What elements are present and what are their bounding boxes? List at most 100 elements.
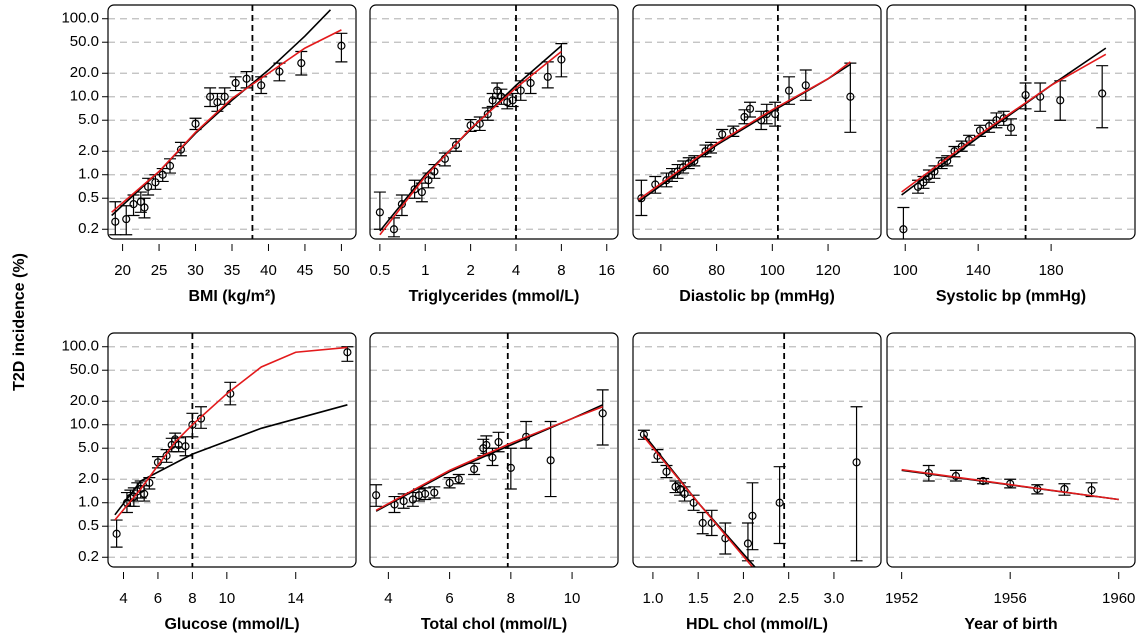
- error-bar: [705, 509, 718, 537]
- fit-line: [111, 29, 342, 213]
- y-axis-title: T2D incidence (%): [11, 253, 28, 391]
- x-tick-label: 2.0: [733, 590, 754, 607]
- x-tick-label: 1952: [885, 590, 918, 607]
- point: [543, 72, 552, 81]
- panel-frame: [632, 4, 882, 240]
- error-bar: [110, 519, 123, 548]
- panel: 1.0 1.5 2.0 2.5 3.0 HDL chol (mmol/L): [632, 332, 882, 633]
- x-axis-title: Diastolic bp (mmHg): [679, 288, 835, 305]
- point: [784, 86, 794, 95]
- error-bar: [229, 76, 242, 92]
- x-tick-label: 6: [154, 590, 162, 607]
- point: [546, 456, 555, 465]
- x-tick-label: 4: [119, 590, 127, 607]
- error-bar: [504, 447, 517, 490]
- point: [698, 518, 707, 528]
- x-tick-label: 0.5: [369, 262, 390, 279]
- x-tick-label: 30: [187, 262, 204, 279]
- point: [675, 484, 685, 494]
- point: [165, 161, 175, 170]
- fit-line: [643, 433, 757, 567]
- plot-area: [110, 333, 354, 567]
- y-tick-label: 100.0: [61, 338, 99, 355]
- error-bar: [120, 205, 133, 236]
- fit-line: [901, 468, 1119, 501]
- point: [503, 98, 512, 107]
- x-tick-label: 1956: [993, 590, 1026, 607]
- y-tick-label: 1.0: [78, 166, 99, 183]
- point: [410, 185, 419, 194]
- x-axis-title: Systolic bp (mmHg): [936, 288, 1086, 305]
- point: [151, 178, 160, 187]
- error-bar: [746, 482, 759, 551]
- point: [801, 81, 810, 90]
- y-tick-label: 0.2: [78, 548, 99, 565]
- x-tick-label: 8: [557, 262, 565, 279]
- fit-line: [901, 47, 1107, 196]
- x-tick-label: 10: [564, 590, 581, 607]
- y-tick-label: 10.0: [70, 416, 99, 433]
- fit-line: [643, 436, 754, 567]
- error-bar: [295, 50, 308, 76]
- point: [1021, 90, 1030, 100]
- point: [488, 96, 497, 105]
- point: [469, 464, 479, 474]
- error-bar: [719, 522, 732, 555]
- point: [690, 156, 699, 166]
- point: [483, 109, 492, 119]
- error-bar: [799, 69, 812, 101]
- point: [493, 86, 502, 95]
- plot-area: [637, 333, 863, 567]
- point: [372, 491, 381, 500]
- point: [181, 442, 190, 451]
- point: [557, 55, 566, 64]
- x-tick-label: 2: [466, 262, 474, 279]
- point: [680, 489, 689, 498]
- point: [414, 491, 424, 500]
- point: [399, 496, 408, 506]
- error-bar: [520, 420, 533, 449]
- point: [762, 109, 771, 119]
- point: [297, 58, 306, 68]
- x-tick-label: 1.0: [642, 590, 663, 607]
- y-tick-label: 50.0: [70, 361, 99, 378]
- point: [718, 130, 727, 139]
- point: [231, 78, 240, 88]
- x-tick-label: 100: [893, 262, 918, 279]
- point: [191, 119, 200, 128]
- point: [454, 475, 463, 484]
- panel: 1952 1956 1960 Year of birth: [885, 332, 1136, 633]
- error-bar: [544, 420, 557, 498]
- y-tick-label: 1.0: [78, 494, 99, 511]
- error-bar: [1034, 82, 1047, 112]
- point: [1006, 123, 1016, 132]
- point: [129, 200, 138, 209]
- plot-area: [370, 333, 609, 567]
- point: [506, 463, 515, 472]
- panel-frame: [107, 332, 357, 568]
- panel: 60 80 100 120 Diastolic bp (mmHg): [632, 4, 882, 305]
- point: [188, 420, 197, 429]
- error-bar: [773, 466, 786, 545]
- y-tick-label: 2.0: [78, 470, 99, 487]
- x-axis-title: Glucose (mmol/L): [164, 616, 299, 633]
- point: [196, 414, 206, 423]
- point: [140, 203, 149, 212]
- point: [408, 495, 417, 504]
- y-tick-label: 0.5: [78, 189, 99, 206]
- error-bar: [370, 484, 383, 507]
- point: [445, 478, 454, 487]
- fit-line: [901, 53, 1107, 193]
- point: [748, 511, 757, 520]
- x-tick-label: 16: [598, 262, 615, 279]
- x-tick-label: 60: [653, 262, 670, 279]
- error-bar: [224, 381, 237, 406]
- point: [421, 489, 430, 498]
- error-bar: [1005, 118, 1017, 136]
- error-bar: [1054, 80, 1067, 121]
- panel: 0.5 1 2 4 8 16 Triglycerides (mmol/L): [369, 4, 619, 305]
- point: [1098, 89, 1107, 98]
- panel-frame: [632, 332, 882, 568]
